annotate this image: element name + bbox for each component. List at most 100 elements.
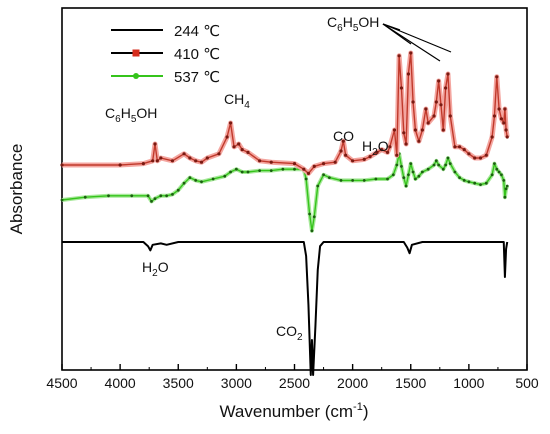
series-point-410 — [448, 114, 452, 118]
series-point-537 — [444, 163, 448, 167]
series-point-537 — [281, 167, 285, 171]
series-point-410 — [153, 142, 157, 146]
series-point-410 — [188, 156, 192, 160]
series-point-410 — [502, 121, 506, 125]
series-point-537 — [130, 194, 134, 198]
series-point-537 — [223, 174, 227, 178]
series-point-410 — [380, 148, 384, 152]
series-point-537 — [467, 180, 471, 184]
x-axis-title: Wavenumber (cm-1) — [220, 401, 369, 421]
series-point-410 — [155, 159, 159, 163]
series-point-410 — [495, 75, 499, 79]
series-point-410 — [368, 155, 372, 159]
x-tick-label: 4000 — [105, 375, 136, 391]
series-point-537 — [171, 193, 174, 196]
series-point-410 — [467, 152, 471, 156]
series-point-410 — [411, 100, 415, 104]
x-tick-label: 500 — [515, 375, 539, 391]
series-point-410 — [432, 114, 436, 118]
series-point-537 — [211, 177, 215, 181]
series-point-537 — [176, 188, 180, 192]
series-point-410 — [199, 160, 204, 164]
series-point-410 — [397, 54, 401, 58]
series-point-537 — [500, 173, 503, 177]
legend-marker-410 — [132, 49, 140, 57]
series-point-410 — [478, 156, 483, 160]
series-point-537 — [411, 170, 415, 174]
series-point-537 — [490, 173, 494, 177]
series-point-537 — [240, 170, 244, 174]
series-point-410 — [385, 150, 390, 154]
series-point-410 — [446, 72, 450, 76]
series-point-537 — [386, 177, 389, 181]
series-point-410 — [333, 160, 337, 164]
series-point-410 — [473, 156, 477, 160]
x-axis-ticks: 4500 4000 3500 3000 2500 2000 1500 1000 500 — [46, 364, 539, 391]
series-point-410 — [302, 167, 306, 171]
legend-label-410: 410 ℃ — [174, 46, 220, 63]
series-point-410 — [439, 103, 443, 107]
x-tick-label: 2500 — [279, 375, 310, 391]
annotation-c6h5oh-left: C6H5OH — [105, 105, 157, 125]
series-point-537 — [374, 177, 378, 181]
series-point-410 — [406, 72, 411, 76]
series-point-537 — [414, 177, 417, 181]
series-point-410 — [159, 156, 163, 160]
series-point-537 — [339, 179, 343, 182]
series-point-410 — [194, 159, 198, 163]
series-point-410 — [306, 171, 311, 175]
series-point-410 — [503, 107, 507, 111]
annotation-co: CO — [333, 128, 354, 144]
series-point-410 — [341, 139, 345, 143]
series-point-537 — [150, 200, 153, 203]
series-point-537 — [504, 187, 508, 191]
series-point-410 — [375, 150, 379, 154]
annotation-ch4: CH4 — [224, 91, 250, 111]
legend-item-244: 244 ℃ — [111, 23, 220, 40]
series-point-537 — [60, 198, 64, 202]
series-point-537 — [83, 195, 87, 199]
pointer-line-3 — [382, 23, 441, 62]
series-point-410 — [246, 150, 250, 154]
series-point-410 — [413, 128, 417, 132]
series-point-537 — [437, 163, 441, 167]
series-point-537 — [165, 194, 169, 198]
series-point-537 — [391, 173, 395, 177]
series-point-410 — [225, 135, 229, 139]
series-point-410 — [409, 51, 413, 55]
series-point-410 — [392, 128, 397, 132]
series-point-537 — [417, 174, 421, 178]
series-point-410 — [417, 139, 421, 143]
series-point-410 — [141, 162, 145, 166]
series-line-410 — [62, 52, 508, 175]
series-point-410 — [217, 152, 221, 156]
series-point-537 — [188, 176, 192, 180]
series-point-537 — [310, 229, 314, 233]
series-point-410 — [457, 145, 462, 149]
series-point-410 — [399, 86, 404, 90]
series-point-410 — [344, 153, 348, 157]
series-point-537 — [200, 180, 203, 184]
series-point-410 — [402, 131, 406, 135]
series-point-537 — [426, 167, 430, 171]
series-point-537 — [400, 165, 403, 168]
legend-label-244: 244 ℃ — [174, 23, 220, 40]
series-point-410 — [441, 128, 445, 132]
series-point-537 — [327, 176, 331, 180]
series-point-537 — [420, 170, 424, 174]
series-point-537 — [194, 179, 198, 182]
series-point-537 — [308, 212, 312, 216]
series-point-410 — [240, 148, 244, 152]
series-point-537 — [258, 169, 262, 173]
series-point-537 — [497, 170, 501, 174]
series-point-410 — [151, 159, 155, 163]
series-point-537 — [229, 170, 232, 174]
series-layer — [60, 50, 510, 376]
series-point-537 — [362, 179, 366, 182]
series-point-410 — [499, 117, 504, 121]
series-point-537 — [493, 162, 496, 166]
series-point-537 — [462, 179, 466, 182]
series-line-244 — [62, 241, 509, 376]
series-point-537 — [316, 184, 320, 188]
